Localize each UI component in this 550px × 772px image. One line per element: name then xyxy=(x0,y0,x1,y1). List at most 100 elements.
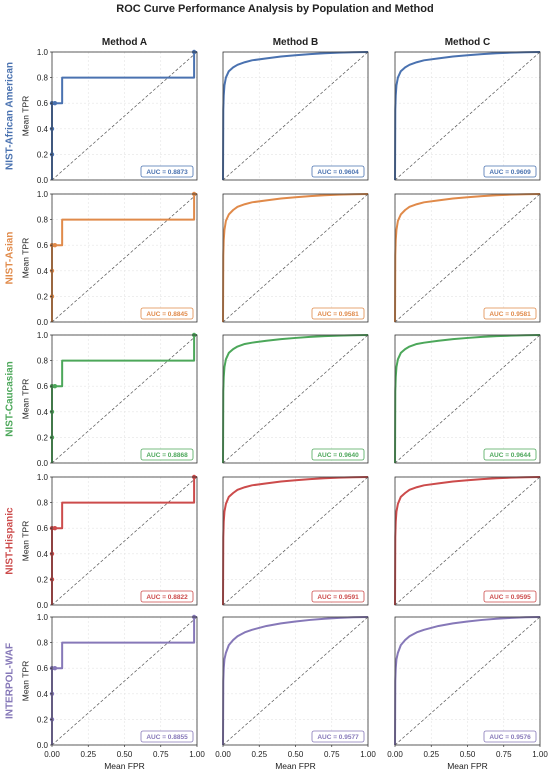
diagonal-reference-line xyxy=(222,476,369,606)
y-tick-label: 0.6 xyxy=(37,664,49,673)
diagonal-reference-line xyxy=(51,51,198,181)
diagonal-reference-line xyxy=(222,616,369,746)
y-tick-label: 1.0 xyxy=(37,190,49,199)
x-tick-label: 1.00 xyxy=(189,750,205,759)
y-tick-label: 0.2 xyxy=(37,715,49,724)
plot-frame xyxy=(394,51,541,181)
auc-label: AUC = 0.9576 xyxy=(489,734,531,741)
row-label: NIST-African American xyxy=(5,62,16,170)
subplot: AUC = 0.9595 xyxy=(394,476,541,606)
diagonal-reference-line xyxy=(51,476,198,606)
y-tick-label: 0.8 xyxy=(37,639,49,648)
subplot: AUC = 0.9581 xyxy=(394,193,541,323)
curve-marker xyxy=(52,243,58,248)
diagonal-reference-line xyxy=(394,51,541,181)
auc-label: AUC = 0.9609 xyxy=(489,169,531,176)
auc-badge xyxy=(311,448,365,461)
plot-frame xyxy=(51,193,198,323)
x-tick-label: 1.00 xyxy=(532,750,548,759)
y-axis-label: Mean TPR xyxy=(20,521,30,561)
auc-label: AUC = 0.8822 xyxy=(146,594,188,601)
auc-badge xyxy=(140,307,194,320)
auc-badge xyxy=(483,448,537,461)
diagonal-reference-line xyxy=(51,616,198,746)
auc-badge xyxy=(311,590,365,603)
auc-badge xyxy=(311,307,365,320)
roc-curve xyxy=(394,51,541,181)
column-title: Method C xyxy=(445,37,491,48)
y-tick-label: 0.0 xyxy=(37,318,49,327)
subplot: AUC = 0.8873 0.0 0.2 0.4 0.6 0.8 1.0 xyxy=(37,48,198,185)
y-tick-label: 0.0 xyxy=(37,601,49,610)
x-axis-label: Mean FPR xyxy=(104,761,145,771)
y-tick-label: 0.0 xyxy=(37,741,49,750)
y-axis-label: Mean TPR xyxy=(20,661,30,701)
x-tick-label: 0.50 xyxy=(460,750,476,759)
y-axis-label: Mean TPR xyxy=(20,238,30,278)
x-tick-label: 0.25 xyxy=(251,750,267,759)
x-tick-label: 0.50 xyxy=(117,750,133,759)
curve-marker xyxy=(52,384,58,389)
roc-curve xyxy=(394,476,541,606)
y-axis-label: Mean TPR xyxy=(20,96,30,136)
column-title: Method B xyxy=(273,37,319,48)
y-tick-label: 1.0 xyxy=(37,48,49,57)
y-tick-label: 0.8 xyxy=(37,74,49,83)
x-tick-label: 0.25 xyxy=(80,750,96,759)
roc-curve xyxy=(394,193,541,323)
diagonal-reference-line xyxy=(51,334,198,464)
plot-frame xyxy=(222,334,369,464)
y-tick-label: 0.4 xyxy=(37,690,49,699)
auc-badge xyxy=(483,307,537,320)
roc-curve xyxy=(222,193,369,323)
y-tick-label: 0.0 xyxy=(37,459,49,468)
diagonal-reference-line xyxy=(394,193,541,323)
x-tick-label: 0.75 xyxy=(153,750,169,759)
y-tick-label: 1.0 xyxy=(37,613,49,622)
x-tick-label: 1.00 xyxy=(360,750,376,759)
x-tick-label: 0.50 xyxy=(288,750,304,759)
y-tick-label: 0.2 xyxy=(37,575,49,584)
y-tick-label: 0.6 xyxy=(37,241,49,250)
plot-frame xyxy=(222,476,369,606)
auc-label: AUC = 0.9644 xyxy=(489,452,531,459)
diagonal-reference-line xyxy=(222,334,369,464)
auc-label: AUC = 0.9577 xyxy=(317,734,359,741)
subplot: AUC = 0.8868 0.0 0.2 0.4 0.6 0.8 1.0 xyxy=(37,331,198,468)
diagonal-reference-line xyxy=(51,193,198,323)
subplot: AUC = 0.8822 0.0 0.2 0.4 0.6 0.8 1.0 xyxy=(37,473,198,610)
row-label: NIST-Hispanic xyxy=(5,507,16,575)
diagonal-reference-line xyxy=(394,334,541,464)
row-label: INTERPOL-WAF xyxy=(5,643,16,719)
diagonal-reference-line xyxy=(222,193,369,323)
auc-label: AUC = 0.9595 xyxy=(489,594,531,601)
subplot: AUC = 0.8855 0.0 0.2 0.4 0.6 0.8 1.0 0.00 0.25 0.… xyxy=(37,613,205,771)
y-tick-label: 0.4 xyxy=(37,267,49,276)
y-tick-label: 0.6 xyxy=(37,524,49,533)
panel-grid: Method A Method B Method C NIST-African Ame… xyxy=(5,37,549,771)
figure-title: ROC Curve Performance Analysis by Popula… xyxy=(116,3,433,15)
auc-badge xyxy=(140,165,194,178)
auc-label: AUC = 0.8845 xyxy=(146,311,188,318)
auc-badge xyxy=(311,165,365,178)
roc-curve xyxy=(222,334,369,464)
plot-frame xyxy=(394,476,541,606)
subplot: AUC = 0.9577 0.00 0.25 0.50 0.75 1.00 Mean FPR xyxy=(215,616,376,771)
auc-label: AUC = 0.9581 xyxy=(317,311,359,318)
auc-badge xyxy=(140,590,194,603)
auc-label: AUC = 0.8868 xyxy=(146,452,188,459)
plot-frame xyxy=(51,476,198,606)
subplot: AUC = 0.9609 xyxy=(394,51,541,181)
y-tick-label: 0.8 xyxy=(37,499,49,508)
y-tick-label: 1.0 xyxy=(37,331,49,340)
roc-curve xyxy=(222,616,369,746)
x-axis-label: Mean FPR xyxy=(275,761,316,771)
y-tick-label: 0.8 xyxy=(37,216,49,225)
subplot: AUC = 0.8845 0.0 0.2 0.4 0.6 0.8 1.0 xyxy=(37,190,198,327)
y-tick-label: 0.2 xyxy=(37,292,49,301)
y-tick-label: 0.8 xyxy=(37,357,49,366)
row-label: NIST-Caucasian xyxy=(5,361,16,437)
plot-frame xyxy=(222,193,369,323)
row-label: NIST-Asian xyxy=(5,232,16,285)
auc-badge xyxy=(483,730,537,743)
